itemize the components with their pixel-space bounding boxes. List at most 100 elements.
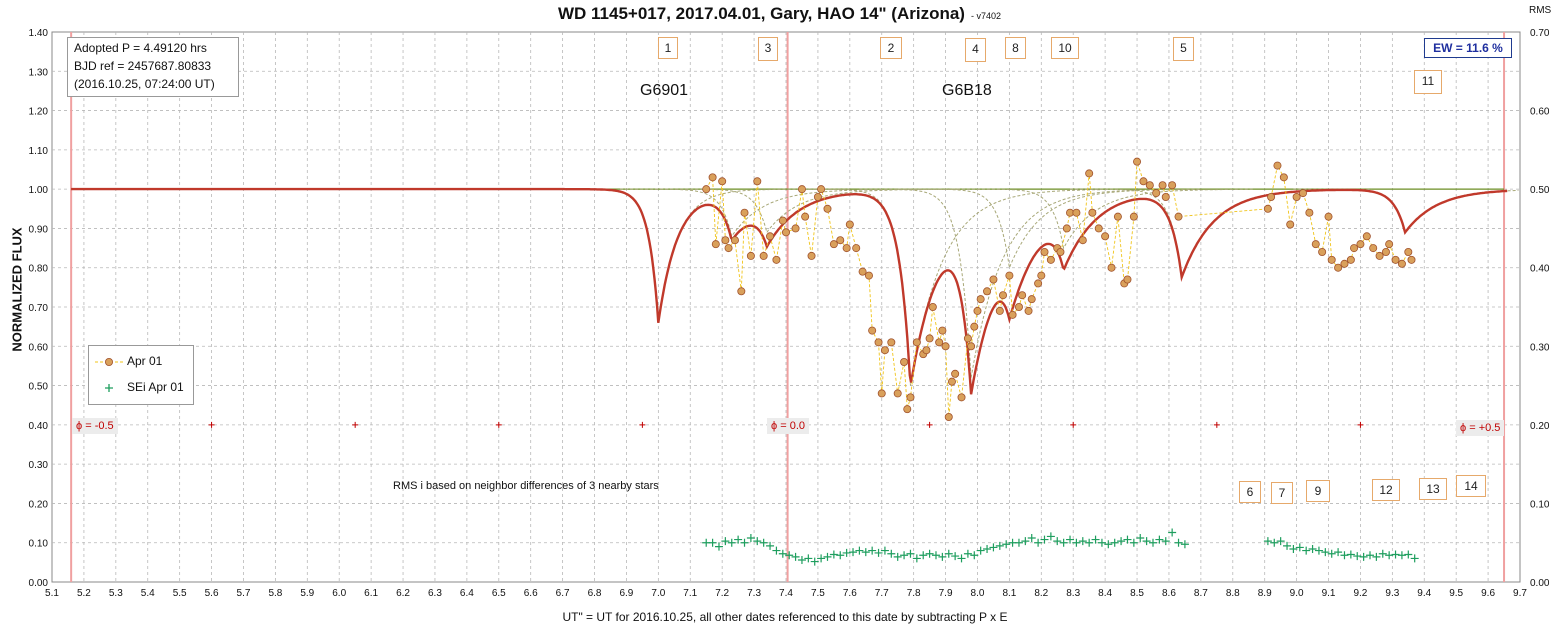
x-tick-label: 7.8 — [907, 588, 921, 599]
flux-point — [1014, 302, 1023, 311]
x-tick-label: 9.7 — [1513, 588, 1527, 599]
flux-point — [1391, 255, 1400, 264]
sei-point — [1289, 545, 1298, 553]
flux-point — [1056, 247, 1065, 256]
flux-point — [730, 236, 739, 245]
phase-markers — [208, 421, 1364, 428]
sei-point — [963, 549, 972, 558]
phase-marker — [639, 421, 646, 428]
x-tick-label: 9.0 — [1290, 588, 1304, 599]
sei-point — [931, 551, 940, 560]
flux-point — [1340, 259, 1349, 268]
x-tick-label: 9.5 — [1449, 588, 1463, 599]
y2-tick-label: 0.50 — [1530, 185, 1550, 196]
sei-point — [740, 538, 749, 547]
flux-point — [702, 185, 711, 194]
component-curve — [1070, 188, 1372, 276]
y-tick-label: 0.70 — [29, 303, 49, 314]
sei-point — [1149, 538, 1157, 547]
x-tick-label: 8.9 — [1258, 588, 1272, 599]
rms-note: RMS i based on neighbor differences of 3… — [393, 480, 659, 492]
flux-point — [753, 177, 762, 186]
flux-point — [874, 338, 883, 347]
dip-label-7: 7 — [1271, 482, 1293, 504]
sei-point — [766, 541, 775, 550]
sei-point — [1110, 538, 1119, 547]
x-tick-label: 6.4 — [460, 588, 474, 599]
x-tick-label: 5.8 — [268, 588, 282, 599]
sei-point — [989, 543, 998, 552]
sei-point — [1410, 554, 1419, 563]
x-tick-label: 6.5 — [492, 588, 506, 599]
dip-label-11: 11 — [1414, 70, 1442, 94]
sei-point — [1002, 540, 1011, 549]
x-tick-label: 5.7 — [237, 588, 251, 599]
sei-point — [957, 554, 966, 563]
flux-point — [1168, 181, 1177, 190]
flux-point — [708, 173, 717, 182]
flux-points — [702, 157, 1416, 421]
component-curve — [798, 188, 1101, 386]
sei-point — [714, 542, 723, 551]
flux-point — [1407, 255, 1416, 264]
sei-point — [1136, 534, 1145, 542]
sei-point — [1353, 552, 1362, 561]
flux-point — [724, 244, 733, 253]
flux-point — [1298, 189, 1307, 198]
sei-point — [791, 552, 800, 561]
flux-point — [1381, 247, 1390, 256]
sei-point — [772, 546, 781, 555]
sei-point — [938, 552, 947, 561]
sei-point — [829, 550, 838, 559]
flux-point — [746, 251, 755, 260]
sei-point — [880, 546, 889, 555]
flux-point — [1129, 212, 1138, 221]
sei-point — [810, 557, 819, 566]
x-tick-label: 8.7 — [1194, 588, 1208, 599]
x-tick-label: 8.5 — [1130, 588, 1144, 599]
flux-point — [1094, 224, 1103, 233]
dip-label-14: 14 — [1456, 475, 1486, 497]
y-tick-label: 1.00 — [29, 185, 49, 196]
flux-point — [759, 251, 768, 260]
sei-point — [1168, 528, 1177, 537]
y-tick-label: 1.40 — [29, 28, 49, 39]
y2-tick-label: 0.60 — [1530, 107, 1550, 118]
x-tick-label: 9.6 — [1481, 588, 1495, 599]
y-tick-label: 0.60 — [29, 342, 49, 353]
x-tick-label: 7.3 — [747, 588, 761, 599]
flux-point — [1113, 212, 1122, 221]
flux-point — [1078, 236, 1087, 245]
sei-point — [1391, 550, 1400, 559]
flux-point — [1292, 192, 1301, 201]
x-tick-label: 6.8 — [588, 588, 602, 599]
sei-point — [797, 556, 806, 564]
sei-point — [887, 549, 896, 558]
x-tick-label: 5.2 — [77, 588, 91, 599]
flux-point — [740, 208, 749, 217]
x-tick-label: 8.4 — [1098, 588, 1112, 599]
x-tick-label: 7.7 — [875, 588, 889, 599]
y2-tick-label: 0.30 — [1530, 342, 1550, 353]
sei-point — [1359, 552, 1368, 561]
flux-point — [1145, 181, 1154, 190]
sei-point — [983, 545, 992, 553]
phase-label-zero: ϕ = 0.0 — [767, 418, 809, 434]
flux-point — [903, 405, 912, 414]
dip-label-8: 8 — [1005, 37, 1026, 59]
sei-point — [785, 551, 794, 560]
y-axis-label: NORMALIZED FLUX — [9, 227, 25, 352]
sei-point — [1397, 551, 1406, 560]
sei-point — [1327, 549, 1336, 558]
flux-point — [1024, 306, 1033, 315]
flux-point — [1085, 169, 1094, 178]
y-tick-label: 1.30 — [29, 67, 49, 78]
sei-point — [1283, 541, 1292, 550]
group-label-g6901: G6901 — [640, 82, 689, 99]
flux-point — [957, 393, 966, 402]
flux-point — [951, 369, 960, 378]
flux-point — [868, 326, 877, 335]
sei-point — [1014, 538, 1023, 547]
flux-point — [1397, 259, 1406, 268]
sei-point — [1174, 538, 1183, 547]
